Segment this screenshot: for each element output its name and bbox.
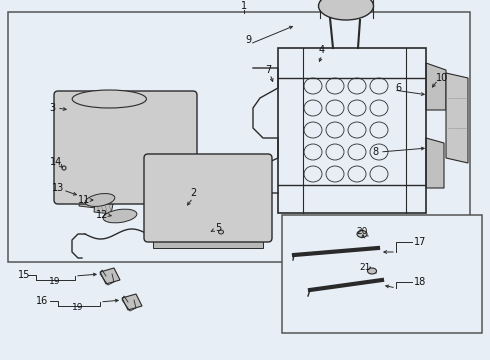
Polygon shape: [426, 63, 446, 110]
Ellipse shape: [85, 194, 115, 206]
Text: 4: 4: [319, 45, 325, 55]
Text: 12: 12: [96, 210, 108, 220]
Text: 21: 21: [359, 264, 371, 273]
FancyBboxPatch shape: [54, 91, 197, 204]
Text: 1: 1: [241, 1, 247, 11]
Text: 6: 6: [395, 83, 401, 93]
Bar: [278, 48, 426, 213]
Text: 19: 19: [72, 302, 84, 311]
Text: 11: 11: [78, 195, 90, 205]
Text: 15: 15: [18, 270, 30, 280]
Polygon shape: [94, 202, 113, 214]
Ellipse shape: [72, 90, 147, 108]
Text: 5: 5: [215, 223, 221, 233]
Polygon shape: [185, 115, 195, 185]
Ellipse shape: [219, 230, 223, 234]
Ellipse shape: [357, 230, 367, 238]
Text: 14: 14: [50, 157, 62, 167]
Text: 16: 16: [36, 296, 48, 306]
Ellipse shape: [318, 0, 373, 20]
Ellipse shape: [103, 209, 137, 223]
FancyBboxPatch shape: [144, 154, 272, 242]
Polygon shape: [153, 233, 263, 248]
Text: 9: 9: [245, 35, 251, 45]
Text: 18: 18: [414, 277, 426, 287]
Polygon shape: [100, 268, 120, 284]
Bar: [8, 12, 470, 262]
Text: 7: 7: [265, 65, 271, 75]
Text: 19: 19: [49, 276, 61, 285]
Polygon shape: [79, 196, 98, 208]
Polygon shape: [426, 138, 444, 188]
Text: 8: 8: [372, 147, 378, 157]
Ellipse shape: [368, 268, 376, 274]
Polygon shape: [122, 294, 142, 310]
Text: 3: 3: [49, 103, 55, 113]
Polygon shape: [446, 73, 468, 163]
Text: 13: 13: [52, 183, 64, 193]
Text: 20: 20: [356, 228, 368, 237]
Text: 10: 10: [436, 73, 448, 83]
Polygon shape: [56, 115, 66, 185]
Bar: [282, 215, 482, 333]
Text: 2: 2: [190, 188, 196, 198]
Text: 17: 17: [414, 237, 426, 247]
